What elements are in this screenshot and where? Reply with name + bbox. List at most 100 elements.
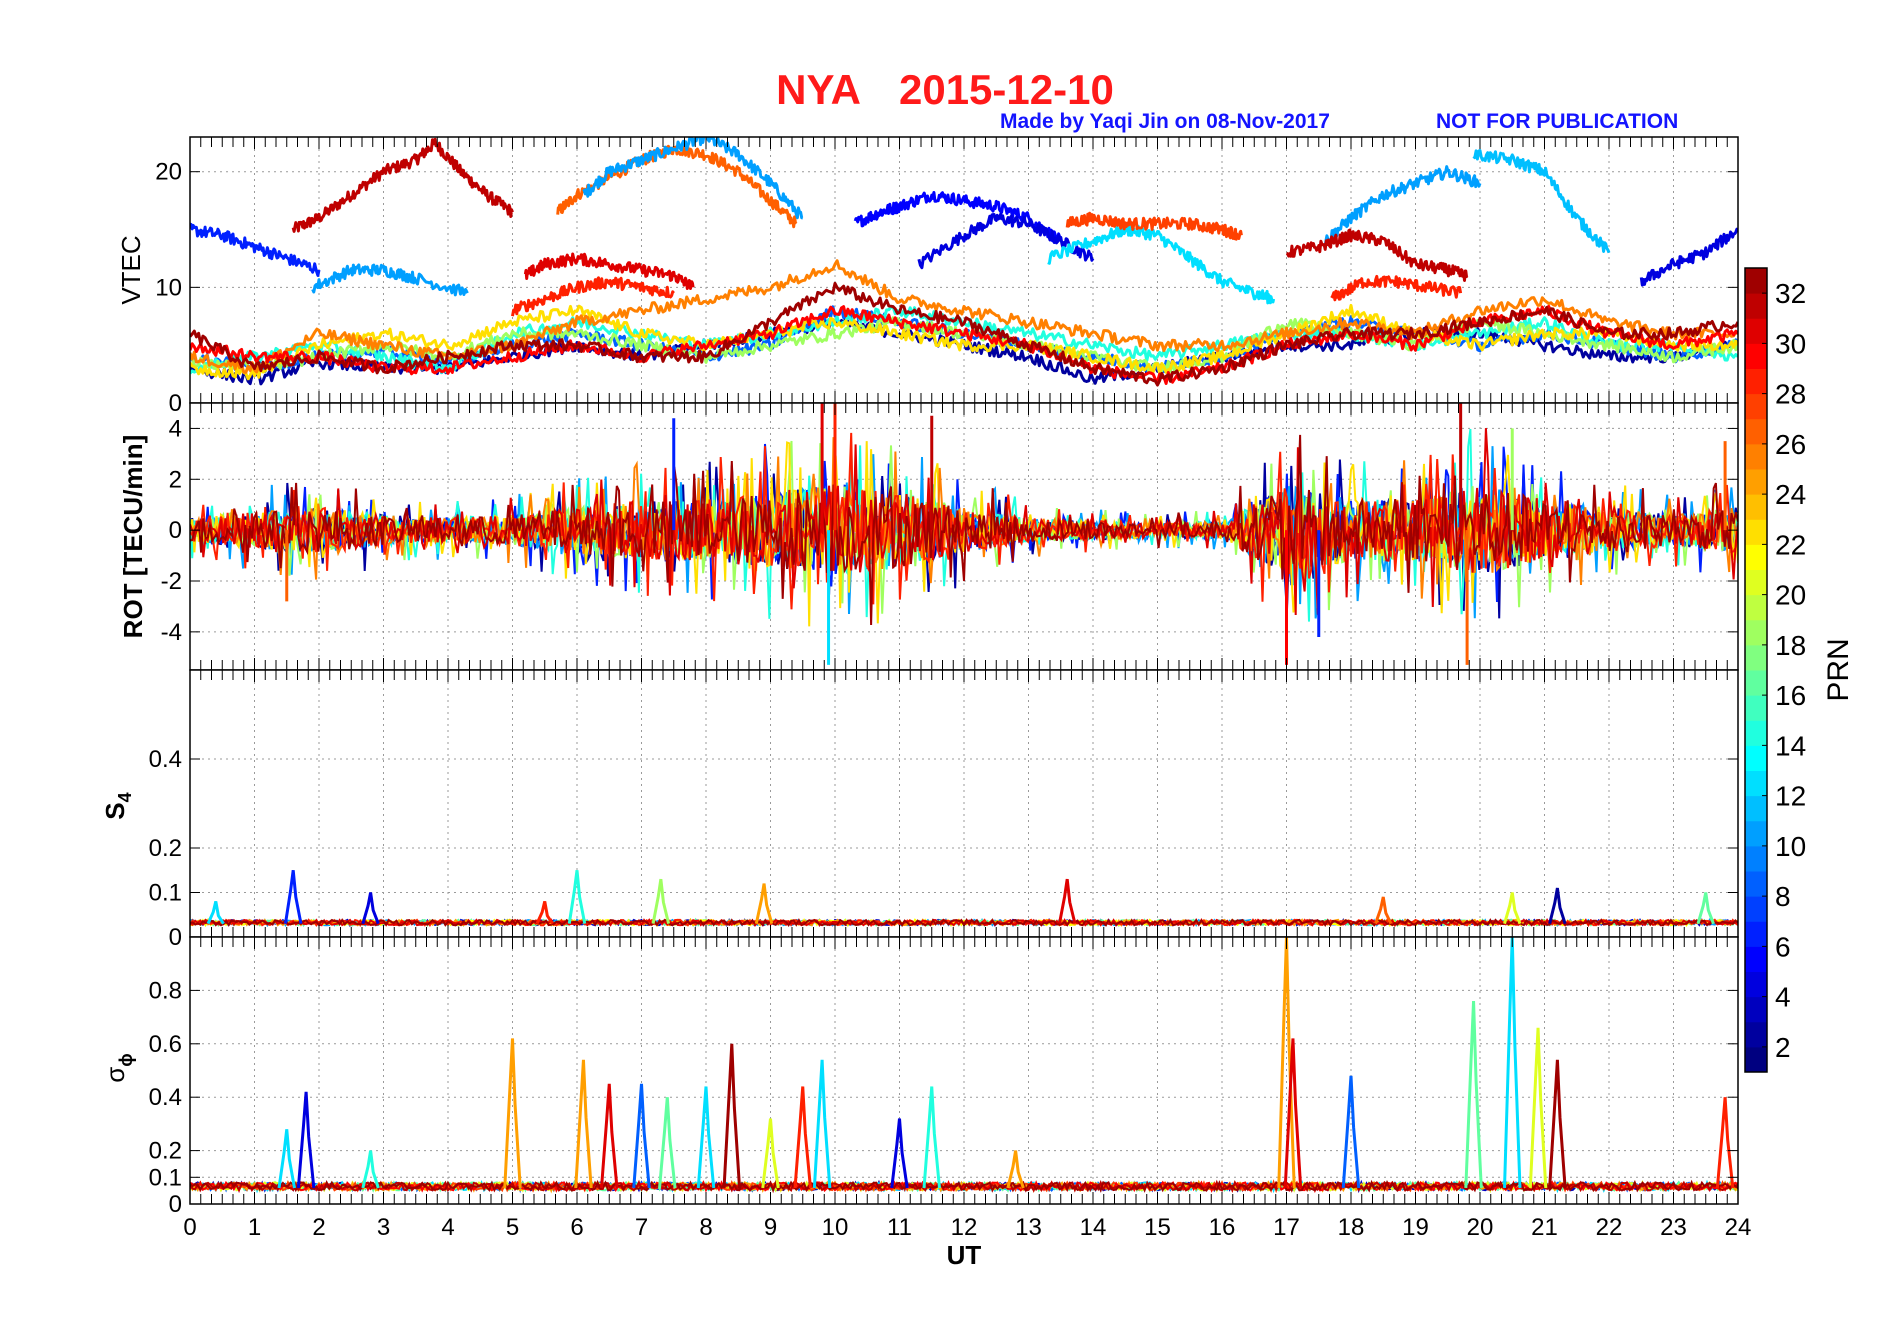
x-tick-label: 12: [951, 1214, 978, 1241]
peak-mark: [1503, 892, 1522, 925]
x-tick-label: 21: [1531, 1214, 1558, 1241]
vtec-series-prn-30: [523, 252, 695, 290]
x-tick-label: 9: [764, 1214, 777, 1241]
peak-mark: [658, 1097, 677, 1189]
peak-mark: [696, 1086, 716, 1189]
peak-mark: [1528, 1027, 1548, 1189]
x-ticks: [189, 670, 1739, 937]
vtec-series-prn-10: [311, 263, 469, 297]
y-tick-label: 10: [155, 274, 182, 301]
colorbar-tick-label: 10: [1775, 831, 1806, 862]
y-tick-label: 0: [169, 390, 182, 417]
colorbar-swatch: [1745, 1021, 1767, 1048]
y-tick-label: 0.8: [149, 977, 182, 1004]
peak-mark: [922, 1086, 941, 1189]
colorbar-swatch: [1745, 745, 1767, 771]
x-tick-label: 23: [1660, 1214, 1687, 1241]
y-axis-label: ROT [TECU/min]: [118, 435, 148, 639]
y-tick-label: 2: [169, 466, 182, 493]
x-tick-label: 17: [1273, 1214, 1300, 1241]
colorbar-tick-label: 22: [1775, 529, 1806, 560]
y-tick-label: 0.6: [149, 1031, 182, 1058]
data-layer: [190, 403, 1738, 665]
vtec-series-prn-22: [190, 303, 1738, 381]
vtec-series-prn-28: [1330, 274, 1463, 302]
y-tick-label: 0: [169, 517, 182, 544]
peak-mark: [632, 1083, 651, 1189]
y-tick-label: -4: [161, 619, 182, 646]
y-label-main: σ: [100, 1067, 130, 1083]
colorbar-swatch: [1745, 644, 1767, 671]
peak-mark: [277, 1129, 296, 1189]
peak-mark: [1548, 887, 1567, 925]
x-axis-label: UT: [947, 1240, 982, 1270]
vtec-series-prn-28: [511, 276, 675, 317]
colorbar-swatch: [1745, 368, 1767, 395]
x-tick-label: 7: [635, 1214, 648, 1241]
x-tick-label: 15: [1144, 1214, 1171, 1241]
y-tick-label: 0.2: [149, 1138, 182, 1165]
colorbar-tick-label: 32: [1775, 278, 1806, 309]
peak-mark: [651, 878, 671, 925]
colorbar-swatch: [1745, 443, 1767, 470]
data-layer: [190, 937, 1738, 1194]
peak-mark: [1548, 1059, 1567, 1189]
vtec-series-prn-29: [190, 304, 1738, 385]
peak-mark: [206, 901, 225, 925]
x-tick-label: 5: [506, 1214, 519, 1241]
colorbar-swatch: [1745, 268, 1767, 294]
colorbar-swatch: [1745, 293, 1767, 319]
credit-text: Made by Yaqi Jin on 08-Nov-2017: [1000, 110, 1330, 133]
peak-mark: [283, 870, 303, 924]
peak-mark: [361, 892, 380, 925]
peak-mark: [890, 1118, 909, 1189]
y-label-sub: 4: [115, 792, 135, 802]
vtec-series-prn-27: [1065, 211, 1243, 241]
rot-series-prn-32: [190, 434, 1738, 626]
peak-mark: [574, 1059, 593, 1189]
figure-title: NYA 2015-12-10: [776, 66, 1114, 113]
colorbar-tick-label: 12: [1775, 781, 1806, 812]
x-tick-label: 20: [1467, 1214, 1494, 1241]
panel-vtec: 0 10 20 VTEC: [116, 136, 1739, 417]
vtec-series-prn-31: [291, 137, 514, 233]
y-tick-label: 0: [169, 1191, 182, 1218]
vtec-series-prn-11: [1472, 149, 1611, 254]
y-tick-label: 0.1: [149, 1164, 182, 1191]
x-tick-label: 22: [1596, 1214, 1623, 1241]
y-axis-label: VTEC: [116, 235, 146, 304]
y-tick-label: 0.1: [149, 880, 182, 907]
x-tick-label: 24: [1725, 1214, 1752, 1241]
peak-mark: [722, 1043, 742, 1189]
colorbar-swatch: [1745, 770, 1767, 797]
peak-mark: [812, 1059, 832, 1189]
y-axis-label: S4: [100, 792, 135, 819]
peak-mark: [1283, 1038, 1303, 1189]
peak-mark: [761, 1118, 780, 1189]
colorbar-tick-label: 30: [1775, 328, 1806, 359]
peak-mark: [503, 1038, 522, 1189]
colorbar-swatch: [1745, 720, 1767, 746]
colorbar-swatch: [1745, 469, 1767, 495]
x-tick-label: 16: [1209, 1214, 1236, 1241]
y-tick-label: 0.4: [149, 1084, 182, 1111]
colorbar-swatch: [1745, 820, 1767, 847]
x-tick-label: 1: [248, 1214, 261, 1241]
peak-mark: [793, 1086, 812, 1189]
peak-mark: [535, 901, 554, 925]
peak-mark: [1341, 1075, 1361, 1189]
colorbar-swatch: [1745, 494, 1767, 520]
colorbar-swatch: [1745, 393, 1767, 420]
vtec-series-prn-6: [190, 222, 321, 277]
colorbar-swatch: [1745, 996, 1767, 1023]
peak-mark: [1374, 896, 1393, 925]
y-tick-label: 20: [155, 159, 182, 186]
y-label-main: S: [100, 802, 130, 819]
x-ticks: [189, 403, 1739, 670]
colorbar-tick-label: 16: [1775, 680, 1806, 711]
x-tick-label: 13: [1015, 1214, 1042, 1241]
colorbar-tick-label: 2: [1775, 1032, 1791, 1063]
